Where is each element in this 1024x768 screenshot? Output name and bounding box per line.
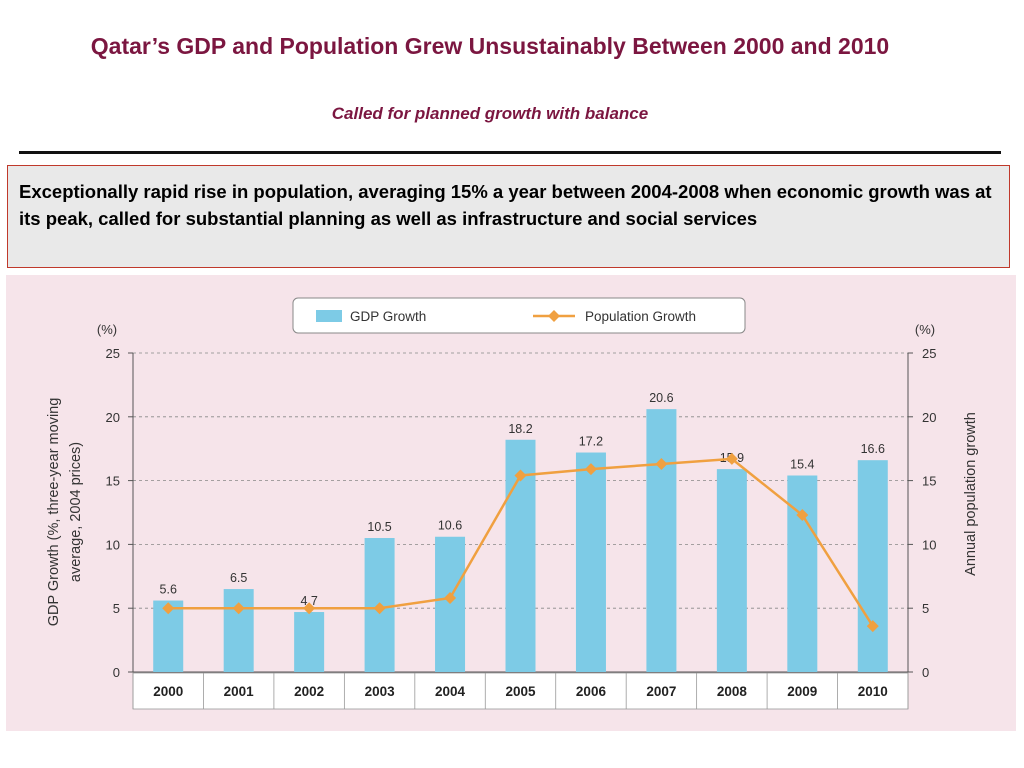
population-point [514, 469, 527, 482]
legend-pop-marker [548, 310, 560, 322]
gdp-bar [857, 460, 888, 672]
gdp-data-label: 10.5 [367, 520, 391, 534]
gdp-bar [435, 536, 466, 672]
y2-axis-unit: (%) [915, 322, 935, 337]
gdp-data-label: 17.2 [579, 435, 603, 449]
y2-axis-title: Annual population growth [963, 412, 979, 576]
y2-tick-label: 10 [922, 537, 936, 552]
gdp-data-label: 20.6 [649, 391, 673, 405]
population-point [584, 463, 597, 476]
gdp-bar [223, 589, 254, 672]
y2-tick-label: 25 [922, 346, 936, 361]
population-point [444, 591, 457, 604]
slide-subtitle: Called for planned growth with balance [331, 104, 649, 123]
y-tick-label: 25 [106, 346, 120, 361]
y-tick-label: 5 [113, 601, 120, 616]
population-point [232, 602, 245, 615]
y-axis-title: GDP Growth (%, three-year moving average,… [46, 398, 84, 627]
y-tick-label: 10 [106, 537, 120, 552]
x-category-band [132, 672, 909, 710]
population-point [655, 458, 668, 471]
gdp-data-label: 4.7 [300, 594, 317, 608]
x-tick-label: 2006 [576, 684, 607, 699]
callout-text: Exceptionally rapid rise in population, … [19, 181, 992, 229]
x-tick-label: 2000 [153, 684, 183, 699]
gdp-bar [716, 469, 747, 672]
population-point [866, 620, 879, 633]
x-tick-label: 2002 [294, 684, 324, 699]
x-tick-label: 2007 [646, 684, 676, 699]
gdp-data-label: 10.6 [438, 519, 462, 533]
gdp-data-label: 15.4 [790, 457, 814, 471]
population-point [373, 602, 386, 615]
callout-box: Exceptionally rapid rise in population, … [7, 165, 1010, 268]
population-point [162, 602, 175, 615]
y2-tick-label: 20 [922, 410, 936, 425]
legend-box [292, 297, 746, 334]
gdp-bar [575, 452, 606, 672]
title-divider [19, 151, 1001, 154]
x-tick-label: 2010 [858, 684, 888, 699]
slide-title: Qatar’s GDP and Population Grew Unsustai… [90, 33, 890, 59]
legend-gdp-label: GDP Growth [350, 309, 426, 324]
gdp-data-label: 18.2 [508, 422, 532, 436]
gdp-bar [646, 409, 677, 672]
gdp-data-label: 16.6 [861, 442, 885, 456]
x-tick-label: 2003 [365, 684, 396, 699]
y2-tick-label: 15 [922, 474, 936, 489]
gdp-bar [787, 475, 818, 672]
x-tick-label: 2004 [435, 684, 466, 699]
x-tick-label: 2008 [717, 684, 748, 699]
y-tick-label: 20 [106, 410, 120, 425]
x-tick-label: 2001 [224, 684, 255, 699]
x-tick-label: 2005 [505, 684, 536, 699]
population-point [796, 509, 809, 522]
y2-tick-label: 5 [922, 601, 929, 616]
y-axis-unit: (%) [97, 322, 117, 337]
x-tick-label: 2009 [787, 684, 817, 699]
gdp-data-label: 6.5 [230, 571, 247, 585]
population-point [725, 452, 738, 465]
y2-tick-label: 0 [922, 665, 929, 680]
gdp-bar [294, 612, 325, 672]
y-tick-label: 15 [106, 474, 120, 489]
y-tick-label: 0 [113, 665, 120, 680]
population-point [303, 602, 316, 615]
gdp-data-label: 5.6 [160, 583, 177, 597]
legend-pop-label: Population Growth [585, 309, 696, 324]
legend-gdp-swatch [316, 310, 342, 322]
